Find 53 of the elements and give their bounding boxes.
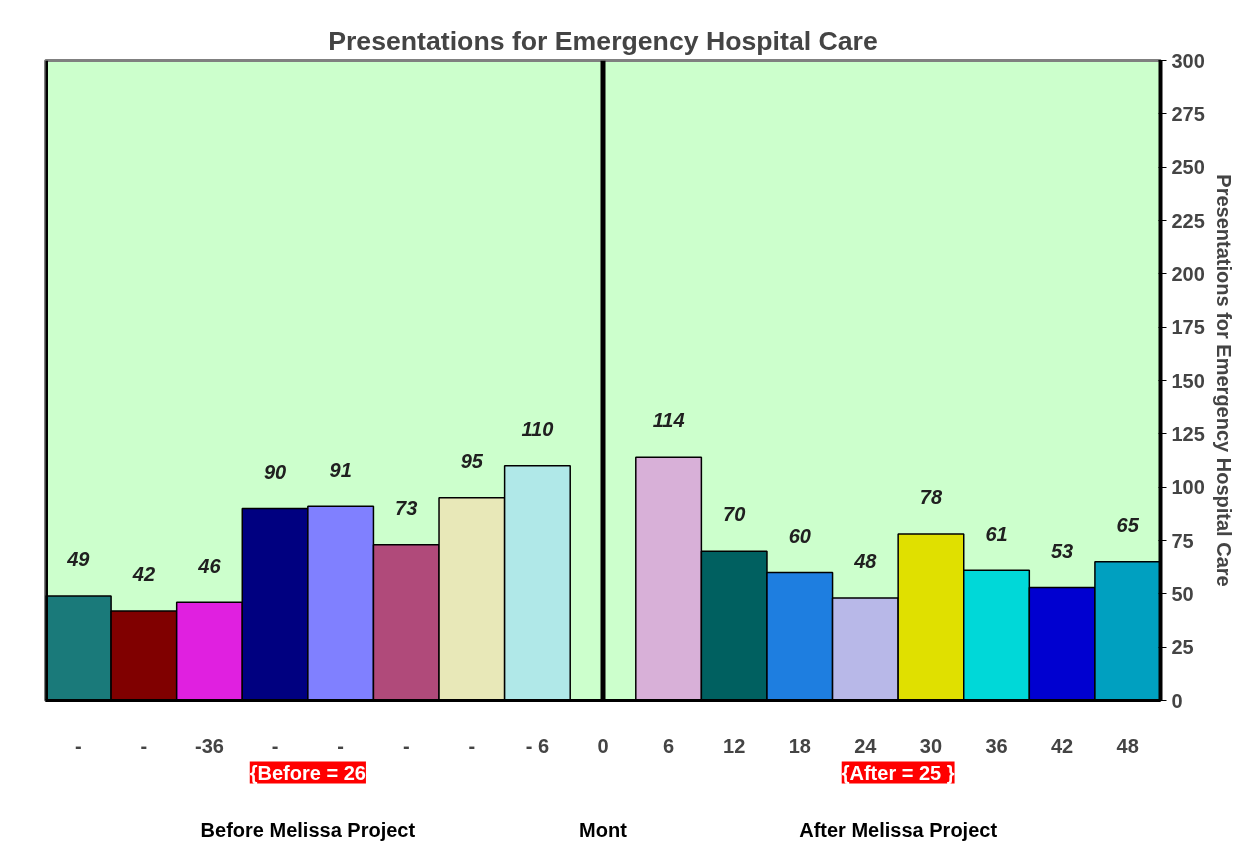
- chart-title: Presentations for Emergency Hospital Care: [328, 25, 878, 56]
- y-tick-label: 125: [1171, 422, 1205, 445]
- data-label: 70: [723, 503, 746, 526]
- y-tick-label: 150: [1171, 369, 1205, 392]
- y-tick-label: 275: [1171, 102, 1205, 125]
- data-label: 61: [985, 522, 1008, 545]
- data-label: 60: [788, 524, 811, 547]
- data-label: 78: [919, 486, 943, 509]
- data-label: 110: [521, 417, 554, 440]
- data-label: 42: [131, 563, 156, 586]
- x-tick-label: - 6: [525, 734, 550, 757]
- y-tick-label: 0: [1171, 689, 1183, 712]
- x-tick-label: -: [74, 734, 82, 757]
- data-label: 65: [1116, 513, 1140, 536]
- x-tick-label: -: [271, 734, 279, 757]
- x-tick-label: -36: [195, 734, 224, 757]
- y-tick-label: 175: [1171, 316, 1205, 339]
- x-tick-label: -: [140, 734, 148, 757]
- x-tick-label: 36: [985, 734, 1008, 757]
- x-tick-label: 48: [1116, 734, 1139, 757]
- x-tick-label: 42: [1050, 734, 1074, 757]
- y-tick-label: 75: [1171, 529, 1194, 552]
- x-tick-label: -: [468, 734, 476, 757]
- data-label: 53: [1050, 539, 1074, 562]
- y-tick-label: 300: [1171, 49, 1205, 72]
- y-tick-label: 100: [1171, 476, 1205, 499]
- x-tick-label: 24: [854, 734, 878, 757]
- y-tick-label: 225: [1171, 209, 1205, 232]
- y-tick-label: 50: [1171, 582, 1194, 605]
- y-axis-title: Presentations for Emergency Hospital Care: [1212, 174, 1235, 587]
- y-tick-label: 25: [1171, 636, 1194, 659]
- x-tick-label: 18: [788, 734, 811, 757]
- x-tick-label: -: [337, 734, 344, 757]
- x-tick-label: 30: [919, 734, 943, 757]
- data-label: 91: [329, 458, 352, 481]
- data-label: 46: [197, 554, 222, 577]
- x-tick-label: 6: [663, 734, 675, 757]
- text: Before Melissa Project: [200, 818, 416, 841]
- x-tick-label: 0: [597, 734, 609, 757]
- data-label: 73: [395, 496, 418, 519]
- data-label: 90: [263, 460, 287, 483]
- data-label: 114: [652, 409, 685, 432]
- text: {After = 25 }: [841, 761, 955, 784]
- data-label: 49: [66, 548, 91, 571]
- text: Mont: [579, 818, 628, 841]
- x-tick-label: -: [402, 734, 410, 757]
- text: {Before = 26: [249, 761, 366, 784]
- y-tick-label: 200: [1171, 262, 1205, 285]
- data-label: 48: [853, 550, 878, 573]
- text: After Melissa Project: [799, 818, 998, 841]
- x-tick-label: 12: [723, 734, 746, 757]
- data-label: 95: [460, 449, 484, 472]
- y-tick-label: 250: [1171, 156, 1205, 179]
